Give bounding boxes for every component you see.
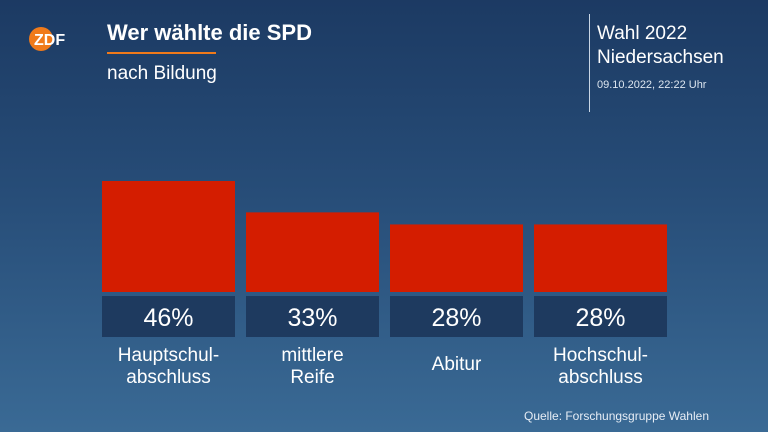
title-underline — [107, 52, 216, 54]
zdf-logo: ZDF — [29, 27, 65, 51]
value-box-3 — [534, 296, 667, 337]
value-label-1: 33% — [287, 304, 337, 332]
chart-subtitle: nach Bildung — [107, 63, 217, 84]
bar-2 — [390, 224, 523, 292]
category-label-2: Abitur — [432, 354, 482, 375]
category-label-0: Hauptschul-abschluss — [118, 345, 219, 388]
election-timestamp: 09.10.2022, 22:22 Uhr — [597, 79, 707, 91]
value-box-0 — [102, 296, 235, 337]
category-label-3: Hochschul-abschluss — [553, 345, 648, 388]
header-divider — [589, 14, 590, 112]
value-label-3: 28% — [575, 304, 625, 332]
bar-0 — [102, 181, 235, 292]
logo-text: ZDF — [34, 32, 65, 49]
bar-3 — [534, 224, 667, 292]
value-label-2: 28% — [431, 304, 481, 332]
election-title: Wahl 2022 Niedersachsen — [597, 23, 724, 68]
category-label-1: mittlere Reife — [281, 345, 343, 388]
bar-1 — [246, 212, 379, 292]
source-note: Quelle: Forschungsgruppe Wahlen — [524, 409, 709, 423]
value-label-0: 46% — [143, 304, 193, 332]
value-box-1 — [246, 296, 379, 337]
value-box-2 — [390, 296, 523, 337]
chart-title: Wer wählte die SPD — [107, 20, 312, 45]
